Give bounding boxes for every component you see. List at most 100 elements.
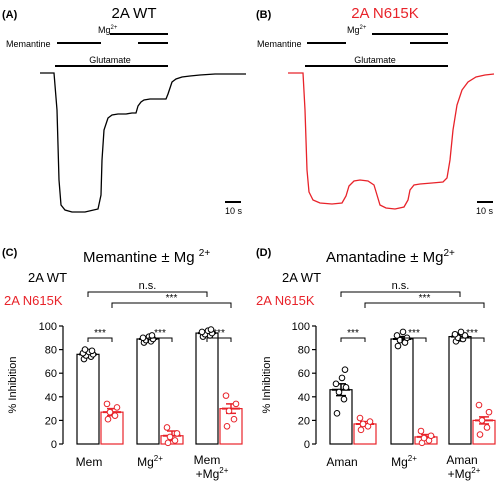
panel-b-current-trace <box>288 72 495 210</box>
panel-c-across-sig: *** <box>166 293 178 304</box>
panel-d-x-label-1: Aman <box>326 455 357 469</box>
panel-d-point-s0-g0-3 <box>342 384 350 391</box>
panel-c-bar-s0-g2 <box>195 332 219 445</box>
panel-c-title: Memantine ± Mg 2+ <box>83 248 210 266</box>
panel-d-title: Amantadine ± Mg2+ <box>326 248 455 266</box>
panel-d-point-s1-g2-2 <box>478 417 486 424</box>
panel-c-y-axis-label: % Inhibition <box>7 357 19 414</box>
panel-a-drug-label: Memantine <box>6 39 51 49</box>
panel-b-title: 2A N615K <box>351 5 419 22</box>
panel-d-point-s0-g1-5 <box>399 328 407 336</box>
panel-d-bar-s0-g2 <box>448 336 472 445</box>
panel-d-point-s0-g0-1 <box>340 395 348 403</box>
panel-a-mg-label: Mg2+ <box>98 25 118 35</box>
panel-d-point-s1-g1-2 <box>420 434 428 442</box>
panel-c-plot: 0 20 40 60 80 100 *** *** *** n.s. *** <box>39 280 243 451</box>
panel-d-point-s0-g1-4 <box>393 332 401 339</box>
panel-d-point-s1-g2-3 <box>485 408 493 416</box>
panel-b-mg-label: Mg2+ <box>347 25 367 35</box>
panel-d-point-s0-g2-4 <box>451 330 459 338</box>
panel-c-ns-label: n.s. <box>139 280 157 292</box>
panel-d-point-s0-g0-4 <box>332 380 340 388</box>
panel-c-within-sig-2: *** <box>213 328 225 339</box>
panel-d-point-s0-g1-0 <box>394 342 402 350</box>
panel-c-within-sig-0: *** <box>94 328 106 339</box>
panel-c-legend-mut: 2A N615K <box>4 293 63 308</box>
panel-c-point-s0-g1-4 <box>139 334 147 342</box>
panel-d-within-sig-2: *** <box>466 328 478 339</box>
panel-d-point-s0-g0-5 <box>338 374 346 382</box>
panel-a-glutamate-label: Glutamate <box>89 55 131 65</box>
panel-c-point-s1-g1-0 <box>164 439 172 447</box>
panel-c-within-sig-1: *** <box>154 328 166 339</box>
panel-c-point-s1-g0-3 <box>113 404 121 411</box>
panel-d-y-tick-label-4: 80 <box>298 345 310 357</box>
panel-c-point-s0-g0-6 <box>88 347 96 355</box>
panel-d-point-s0-g0-0 <box>333 410 341 417</box>
panel-c-point-s1-g2-4 <box>222 392 230 399</box>
panel-d-x-label-2: Mg2+ <box>391 454 417 469</box>
panel-d-point-s1-g2-0 <box>476 431 484 438</box>
panel-c-legend-wt: 2A WT <box>28 270 67 285</box>
panel-c-bar-s0-g0 <box>76 353 100 445</box>
panel-c-x-label-3a: Mem <box>194 453 221 467</box>
panel-d-point-s1-g0-4 <box>356 414 364 422</box>
panel-d-point-s1-g1-3 <box>427 432 435 440</box>
panel-d-within-bracket-1 <box>401 337 427 342</box>
panel-d-across-bracket <box>364 302 485 308</box>
panel-c-point-s1-g2-2 <box>225 407 233 415</box>
panel-d-within-sig-0: *** <box>347 328 359 339</box>
panel-d-within-sig-1: *** <box>408 328 420 339</box>
panel-a-current-trace <box>40 72 246 213</box>
panel-c-point-s1-g0-2 <box>106 408 114 416</box>
panel-c-y-tick-label-2: 40 <box>45 392 57 404</box>
panel-c-point-s1-g1-1 <box>171 437 179 444</box>
panel-d: (D) Amantadine ± Mg2+ 2A WT 2A N615K % I… <box>256 247 496 481</box>
panel-d-point-s0-g0-6 <box>341 366 349 373</box>
panel-d-point-s1-g0-2 <box>359 420 367 428</box>
panel-d-y-tick-label-3: 60 <box>298 368 310 380</box>
panel-c-y-tick-label-1: 20 <box>45 415 57 427</box>
panel-d-point-s0-g2-5 <box>457 328 465 336</box>
panel-c-point-s1-g0-0 <box>104 415 112 423</box>
panel-c-x-label-2: Mg2+ <box>137 454 163 469</box>
panel-c-across-bracket <box>111 302 232 308</box>
panel-d-y-tick-label-2: 40 <box>298 392 310 404</box>
panel-c-within-bracket-2 <box>206 337 232 342</box>
panel-b-glutamate-label: Glutamate <box>354 55 396 65</box>
panel-c-point-s0-g2-4 <box>198 328 206 336</box>
panel-b: (B) 2A N615K Mg2+ Memantine Glutamate 10… <box>256 5 495 216</box>
panel-b-scale-label: 10 s <box>476 206 494 216</box>
panel-c-point-s1-g0-4 <box>103 400 111 408</box>
panel-c-point-s0-g2-6 <box>207 326 215 333</box>
panel-d-point-s1-g0-0 <box>357 426 365 434</box>
panel-c-y-tick-label-4: 80 <box>45 345 57 357</box>
panel-c-point-s1-g2-3 <box>232 400 240 408</box>
panel-d-y-tick-label-5: 100 <box>292 321 310 333</box>
panel-a-letter: (A) <box>2 9 18 21</box>
panel-c-ns-bracket <box>87 291 208 297</box>
panel-d-x-label-3b: +Mg2+ <box>448 466 481 481</box>
panel-d-letter: (D) <box>256 247 272 259</box>
panel-d-point-s1-g1-4 <box>417 427 425 435</box>
panel-c-y-tick-label-0: 0 <box>51 439 57 451</box>
panel-c-point-s0-g0-7 <box>81 346 89 353</box>
panel-c-x-label-3b: +Mg2+ <box>196 466 229 481</box>
panel-d-point-s1-g0-3 <box>366 418 374 425</box>
panel-c-y-tick-label-5: 100 <box>39 321 57 333</box>
panel-c-point-s1-g0-1 <box>111 412 119 419</box>
panel-c-point-s1-g1-4 <box>163 424 171 431</box>
panel-c-point-s1-g1-2 <box>166 433 174 441</box>
panel-c-point-s1-g2-0 <box>223 423 231 430</box>
panel-d-legend-mut: 2A N615K <box>256 293 315 308</box>
panel-d-point-s0-g0-2 <box>335 388 343 396</box>
panel-d-within-bracket-0 <box>340 337 366 342</box>
panel-c: (C) Memantine ± Mg 2+ 2A WT 2A N615K % I… <box>2 247 243 481</box>
panel-d-x-labels: Aman Mg2+ Aman +Mg2+ <box>326 453 480 481</box>
panel-c-point-s1-g1-3 <box>173 430 181 437</box>
panel-c-within-bracket-1 <box>147 337 173 342</box>
panel-d-x-label-3a: Aman <box>446 453 477 467</box>
panel-d-point-s1-g2-1 <box>483 424 491 431</box>
panel-a-title: 2A WT <box>111 5 156 22</box>
panel-c-letter: (C) <box>2 247 18 259</box>
